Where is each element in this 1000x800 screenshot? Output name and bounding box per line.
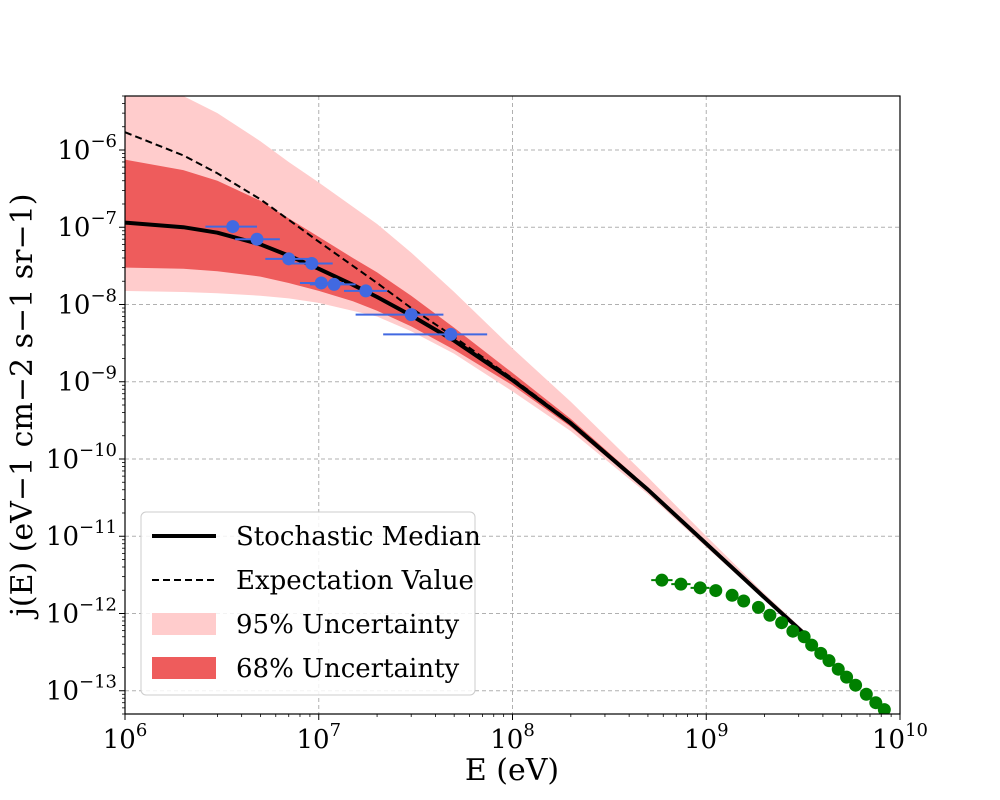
data-point	[805, 638, 819, 652]
x-tick-label: 1010	[872, 720, 928, 755]
data-point	[314, 276, 328, 290]
y-tick-label: 10−7	[57, 208, 117, 243]
legend-label-expectation-value: Expectation Value	[236, 566, 474, 596]
x-tick-label: 109	[684, 720, 729, 755]
y-tick-label: 10−11	[46, 517, 117, 552]
data-point	[282, 252, 296, 266]
legend-label-stochastic-median: Stochastic Median	[236, 522, 481, 552]
data-point	[797, 630, 811, 644]
y-axis-title: j(E) (eV−1 cm−2 s−1 sr−1)	[5, 194, 40, 620]
legend-box	[140, 511, 476, 696]
y-tick-label: 10−10	[46, 440, 117, 475]
data-point	[763, 608, 777, 622]
data-point	[877, 703, 891, 714]
legend-label-95-uncertainty: 95% Uncertainty	[236, 610, 460, 640]
y-tick-label: 10−6	[57, 131, 117, 166]
data-point	[775, 616, 789, 630]
data-point	[859, 687, 873, 701]
series-line-expectation-value	[125, 131, 805, 634]
axis-ticks: 106 107 108 109 1010 10−13 10−12 10−11 10−10 10−9…	[46, 95, 928, 755]
data-points	[205, 220, 891, 714]
x-axis-title: E (eV)	[465, 753, 559, 788]
data-point	[655, 573, 669, 587]
data-point	[305, 256, 319, 270]
data-point	[822, 654, 836, 668]
data-point	[250, 232, 264, 246]
legend: Stochastic Median Expectation Value 95% …	[140, 511, 481, 696]
data-point	[404, 308, 418, 322]
y-tick-label: 10−8	[57, 285, 117, 320]
data-point	[693, 581, 707, 595]
data-point	[840, 670, 854, 684]
data-point	[674, 577, 688, 591]
data-point	[444, 327, 458, 341]
data-point	[226, 220, 240, 234]
data-point	[327, 277, 341, 291]
data-point	[359, 284, 373, 298]
y-tick-label: 10−13	[46, 672, 117, 707]
data-point	[737, 594, 751, 608]
x-tick-label: 108	[490, 720, 535, 755]
y-tick-label: 10−9	[57, 363, 117, 398]
data-point	[751, 600, 765, 614]
x-tick-label: 106	[103, 720, 148, 755]
data-point	[709, 584, 723, 598]
data-point	[849, 678, 863, 692]
data-point	[831, 662, 845, 676]
data-point	[786, 624, 800, 638]
uncertainty-bands	[125, 96, 805, 636]
legend-swatch-68-uncertainty	[152, 657, 216, 679]
legend-swatch-95-uncertainty	[152, 613, 216, 635]
legend-label-68-uncertainty: 68% Uncertainty	[236, 654, 460, 684]
data-point	[725, 588, 739, 602]
x-tick-label: 107	[296, 720, 341, 755]
band-68-uncertainty	[125, 159, 805, 635]
y-tick-label: 10−12	[46, 594, 117, 629]
